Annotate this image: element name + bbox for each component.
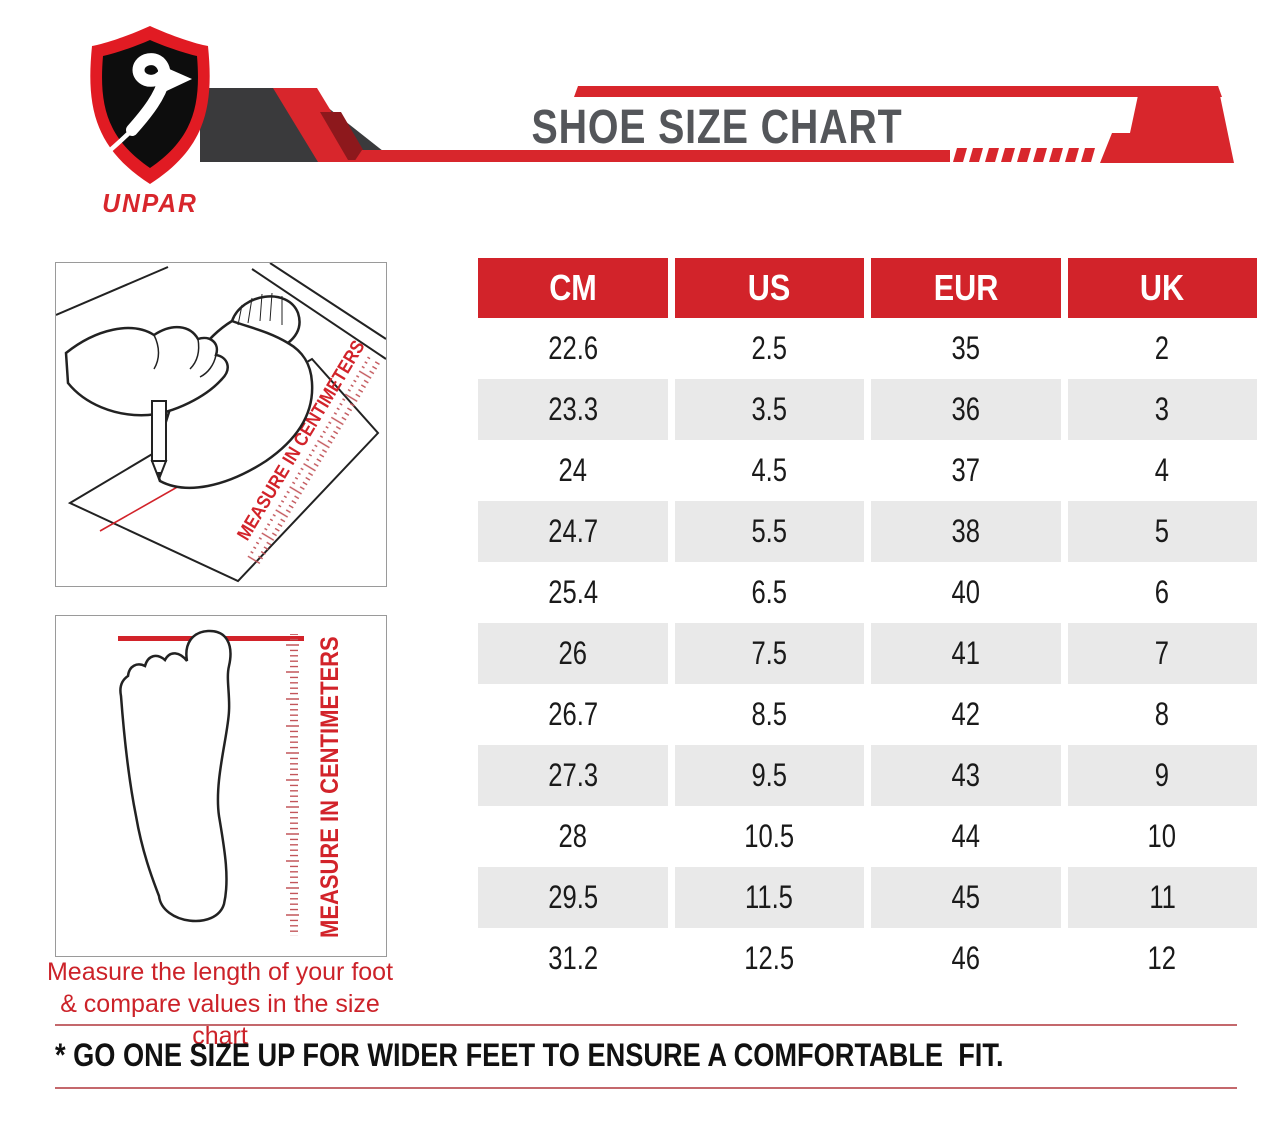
table-cell: 23.3 [478, 379, 668, 440]
table-cell: 45 [871, 867, 1061, 928]
table-cell: 3 [1067, 379, 1257, 440]
table-cell: 2.5 [751, 330, 788, 366]
table-cell: 42 [951, 696, 980, 732]
page-title: SHOE SIZE CHART [531, 101, 903, 154]
vertical-ruler [286, 634, 299, 936]
header-banner [81, 26, 1234, 184]
table-cell: 38 [871, 501, 1061, 562]
table-cell: 6 [1155, 574, 1170, 610]
table-cell: 31.2 [547, 940, 598, 976]
right-red-block [1100, 86, 1234, 163]
column-header: UK [1067, 258, 1257, 318]
caption-line-2: & compare values in the size chart [60, 990, 380, 1050]
table-row: 23.3 3.5 36 3 [478, 379, 1257, 440]
logo-s-arrow-icon [81, 53, 192, 175]
table-row: 22.6 2.5 35 2 [478, 318, 1257, 379]
table-row: 29.5 11.5 45 11 [478, 867, 1257, 928]
column-header: CM [478, 258, 668, 318]
table-row: 25.4 6.5 40 6 [478, 562, 1257, 623]
top-stripe [574, 86, 1222, 97]
bottom-stripe [354, 150, 950, 162]
table-cell: 25.4 [547, 574, 598, 610]
brand-name: UNPAR [102, 188, 198, 218]
sock-cuff [230, 295, 301, 345]
footprint-drawing: MEASURE IN CENTIMETERS [118, 629, 344, 938]
table-cell: 11 [1067, 867, 1257, 928]
table-row: 31.2 12.5 46 12 [478, 928, 1257, 989]
column-header: EUR [871, 258, 1061, 318]
table-cell: 11.5 [674, 867, 864, 928]
table-row: 24 4.5 37 4 [478, 440, 1257, 501]
table-cell: 9.5 [674, 745, 864, 806]
table-cell: 36 [871, 379, 1061, 440]
table-cell: 10 [1148, 818, 1177, 854]
table-cell: 4 [1155, 452, 1170, 488]
column-header: US [674, 258, 864, 318]
table-cell: 24 [558, 452, 587, 488]
table-cell: 5.5 [674, 501, 864, 562]
table-cell: 5 [1067, 501, 1257, 562]
dashed-stripe [953, 148, 1095, 162]
table-cell: 22.6 [547, 330, 598, 366]
size-table: CM US EUR UK 22.6 2.5 35 2 23.3 3.5 36 3 24 4.5 37 4 24.… [478, 258, 1257, 989]
table-cell: 41 [871, 623, 1061, 684]
table-cell: 27.3 [478, 745, 668, 806]
measuring-caption: Measure the length of your foot & compar… [45, 956, 395, 1052]
table-row: 27.3 9.5 43 9 [478, 745, 1257, 806]
table-row: 26.7 8.5 42 8 [478, 684, 1257, 745]
hand-outline [64, 326, 229, 417]
table-cell: 12.5 [744, 940, 795, 976]
footnote-text: * GO ONE SIZE UP FOR WIDER FEET TO ENSUR… [55, 1037, 1004, 1073]
table-cell: 24.7 [478, 501, 668, 562]
table-cell: 4.5 [751, 452, 788, 488]
table-row: 28 10.5 44 10 [478, 806, 1257, 867]
table-cell: 35 [951, 330, 980, 366]
table-cell: 26.7 [547, 696, 598, 732]
table-cell: 12 [1148, 940, 1177, 976]
footnote-bar: * GO ONE SIZE UP FOR WIDER FEET TO ENSUR… [55, 1024, 1237, 1089]
ruler-label: MEASURE IN CENTIMETERS [316, 636, 344, 938]
table-cell: 9 [1067, 745, 1257, 806]
table-cell: 6.5 [751, 574, 788, 610]
table-cell: 10.5 [744, 818, 795, 854]
table-cell: 7.5 [674, 623, 864, 684]
brand-logo [81, 26, 210, 184]
footprint-illustration: MEASURE IN CENTIMETERS [55, 615, 387, 957]
table-cell: 43 [871, 745, 1061, 806]
footprint-outline [119, 629, 232, 923]
table-cell: 2 [1155, 330, 1170, 366]
table-cell: 44 [951, 818, 980, 854]
table-row: CM US EUR UK [478, 258, 1257, 318]
table-row: 24.7 5.5 38 5 [478, 501, 1257, 562]
foot-measuring-drawing: MEASURE IN CENTIMETERS [55, 262, 387, 583]
table-cell: 7 [1067, 623, 1257, 684]
table-cell: 8 [1155, 696, 1170, 732]
dark-red-accent [320, 112, 369, 160]
table-cell: 28 [558, 818, 587, 854]
table-cell: 3.5 [674, 379, 864, 440]
caption-line-1: Measure the length of your foot [46, 958, 394, 986]
table-cell: 29.5 [478, 867, 668, 928]
table-cell: 40 [951, 574, 980, 610]
foot-measuring-illustration: MEASURE IN CENTIMETERS [55, 262, 387, 587]
table-cell: 37 [951, 452, 980, 488]
table-cell: 8.5 [751, 696, 788, 732]
pencil-icon [150, 400, 168, 482]
table-row: 26 7.5 41 7 [478, 623, 1257, 684]
table-cell: 26 [478, 623, 668, 684]
table-cell: 46 [951, 940, 980, 976]
